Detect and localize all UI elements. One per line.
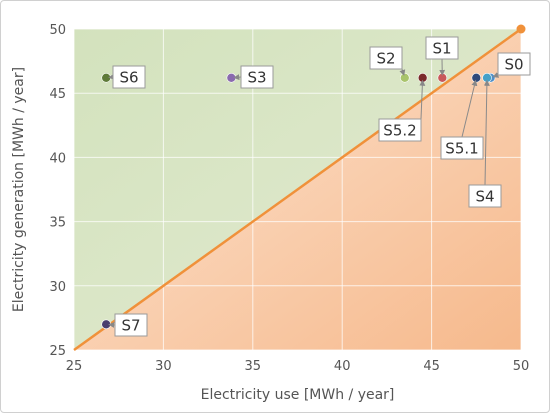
point-s1: [438, 73, 447, 82]
point-label: S4: [475, 188, 494, 206]
y-tick-label: 25: [49, 344, 66, 359]
endpoint-marker: [517, 25, 526, 34]
point-s7: [102, 320, 111, 329]
x-tick-label: 35: [245, 359, 262, 374]
point-s2: [400, 73, 409, 82]
y-tick-label: 45: [49, 87, 66, 102]
x-tick-label: 30: [155, 359, 172, 374]
x-axis-label: Electricity use [MWh / year]: [201, 387, 395, 403]
x-tick-label: 45: [423, 359, 440, 374]
point-label: S3: [247, 69, 266, 87]
y-tick-label: 30: [49, 280, 66, 295]
x-tick-label: 50: [513, 359, 530, 374]
y-tick-label: 40: [49, 151, 66, 166]
point-label: S1: [432, 40, 451, 58]
point-s3: [227, 73, 236, 82]
point-label: S2: [376, 50, 395, 68]
y-axis-label: Electricity generation [MWh / year]: [11, 67, 27, 312]
point-label: S5.1: [445, 140, 478, 158]
point-label: S7: [121, 317, 140, 335]
x-tick-label: 25: [66, 359, 83, 374]
y-tick-label: 35: [49, 216, 66, 231]
point-s5-1: [472, 73, 481, 82]
y-tick-label: 50: [49, 23, 66, 38]
point-label: S5.2: [383, 122, 416, 140]
point-label: S6: [119, 69, 138, 87]
point-s5-2: [418, 73, 427, 82]
point-s6: [102, 73, 111, 82]
point-label: S0: [504, 56, 523, 74]
x-tick-label: 40: [334, 359, 351, 374]
point-s4: [483, 73, 492, 82]
